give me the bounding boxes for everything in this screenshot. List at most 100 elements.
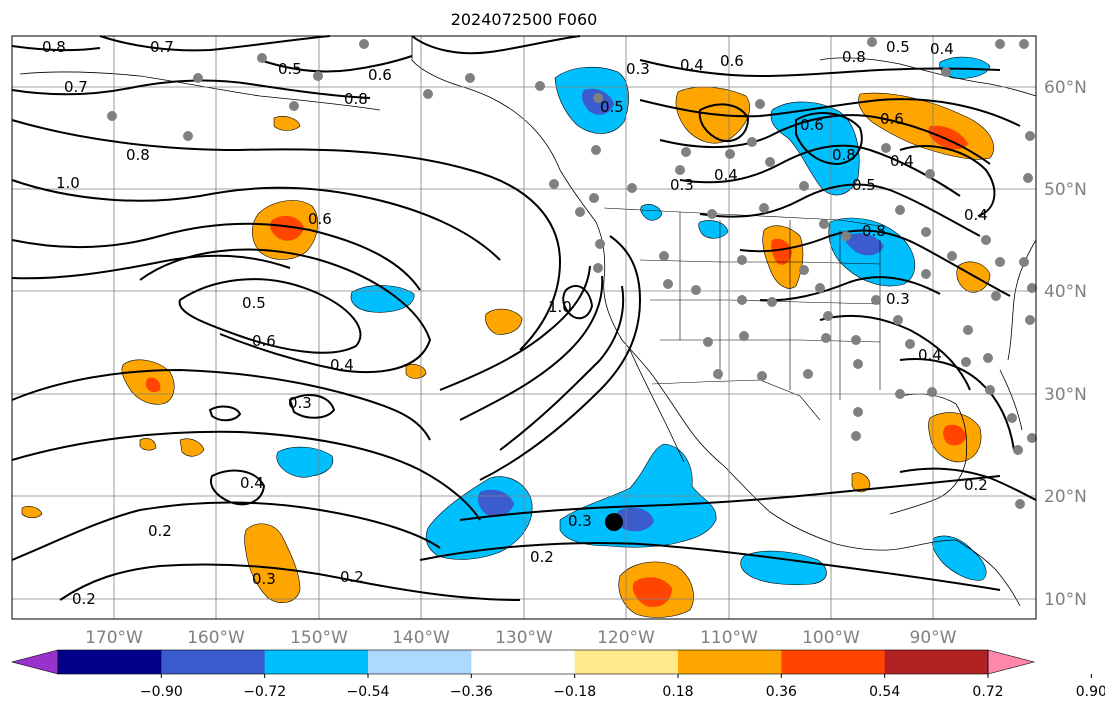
- station-dot: [681, 147, 691, 157]
- contour-17: [562, 285, 594, 320]
- contour-27: [899, 145, 996, 217]
- clabel-2: 0.7: [150, 38, 174, 56]
- coast-florida: [999, 369, 1023, 431]
- clabel-12: 0.4: [330, 356, 354, 374]
- station-dot: [851, 335, 861, 345]
- clabel-4: 0.6: [368, 66, 392, 84]
- contour-labels: 0.8 0.7 0.5 0.6 0.7 0.8 1.0 0.8 0.6 0.5 …: [42, 38, 988, 608]
- contour-5: [178, 278, 362, 354]
- shading-layer: [21, 56, 995, 618]
- shade-warm-small-5: [21, 506, 43, 519]
- shade-warm-small-4: [139, 438, 157, 451]
- colorbar-outline: [57, 649, 989, 675]
- station-dot: [921, 227, 931, 237]
- station-dot: [841, 231, 851, 241]
- colorbar-segment: [884, 650, 989, 674]
- station-dot: [313, 71, 323, 81]
- contour-13: [479, 235, 642, 481]
- contour-35: [11, 79, 371, 99]
- coast-west-na: [559, 169, 725, 467]
- lat-label-40: 40°N: [1044, 282, 1087, 302]
- lat-label-50: 50°N: [1044, 180, 1087, 200]
- station-dot: [659, 251, 669, 261]
- contour-38: [208, 405, 242, 422]
- station-dot: [589, 193, 599, 203]
- clabel-29: 0.6: [800, 116, 824, 134]
- colorbar: −0.90 −0.72 −0.54 −0.36 −0.18 0.18 0.36 0.54 0.7…: [10, 649, 1105, 700]
- colorbar-segment: [781, 650, 886, 674]
- station-dot: [995, 39, 1005, 49]
- coast-hudson: [819, 57, 1037, 97]
- station-dot: [703, 337, 713, 347]
- shade-warm-subtropic-1-core: [146, 377, 161, 393]
- colorbar-tick-label: 0.72: [972, 684, 1003, 700]
- station-dot: [853, 407, 863, 417]
- station-dot: [535, 81, 545, 91]
- station-dot: [895, 389, 905, 399]
- coastlines: [19, 36, 1037, 607]
- station-dot: [183, 131, 193, 141]
- lon-label-100: 100°W: [802, 628, 860, 648]
- contour-25: [698, 103, 750, 142]
- lon-axis: 170°W 160°W 150°W 140°W 130°W 120°W 110°…: [85, 628, 957, 648]
- contour-22: [699, 183, 981, 237]
- contour-33: [99, 35, 331, 52]
- lon-label-140: 140°W: [392, 628, 450, 648]
- colorbar-tick-label: −0.36: [450, 684, 493, 700]
- contour-36: [259, 55, 413, 73]
- station-dot: [675, 165, 685, 175]
- station-dot: [725, 149, 735, 159]
- station-dot: [991, 291, 1001, 301]
- station-dot: [921, 269, 931, 279]
- clabel-35: 0.8: [862, 222, 886, 240]
- clabel-26: 0.5: [886, 38, 910, 56]
- clabel-10: 0.5: [242, 294, 266, 312]
- station-dot: [871, 295, 881, 305]
- shade-warm-south-pac: [244, 523, 301, 603]
- station-dot: [465, 73, 475, 83]
- forecast-position-marker: [605, 513, 623, 531]
- station-dot: [995, 257, 1005, 267]
- clabel-13: 0.3: [288, 394, 312, 412]
- station-dot: [595, 239, 605, 249]
- colorbar-segment: [471, 650, 576, 674]
- station-dot: [1025, 131, 1035, 141]
- station-dot: [713, 369, 723, 379]
- contour-31: [210, 469, 266, 506]
- station-dot: [759, 203, 769, 213]
- station-dot: [881, 143, 891, 153]
- clabel-30: 0.8: [832, 146, 856, 164]
- contour-7: [11, 368, 431, 441]
- shade-cool-pacific-1: [350, 285, 415, 313]
- clabel-32: 0.5: [852, 176, 876, 194]
- clabel-22: 0.3: [670, 176, 694, 194]
- colorbar-segment: [161, 650, 266, 674]
- contour-18: [639, 59, 1001, 78]
- station-dot: [1023, 173, 1033, 183]
- station-dot: [359, 39, 369, 49]
- contour-11: [419, 541, 1001, 591]
- station-dot: [1019, 257, 1029, 267]
- lon-label-130: 130°W: [495, 628, 553, 648]
- contour-34: [11, 45, 101, 52]
- clabel-6: 0.8: [344, 90, 368, 108]
- shade-warm-plains-core: [771, 238, 792, 265]
- colorbar-segment: [264, 650, 369, 674]
- colorbar-segment: [678, 650, 782, 674]
- station-dot: [739, 331, 749, 341]
- clabel-14: 0.4: [240, 474, 264, 492]
- clabel-37: 0.4: [918, 346, 942, 364]
- shade-cool-east-pacific-core: [478, 489, 514, 517]
- station-dot: [941, 67, 951, 77]
- border-us-canada: [603, 207, 881, 227]
- clabel-33: 0.4: [890, 152, 914, 170]
- station-dot: [591, 145, 601, 155]
- station-dot: [593, 93, 603, 103]
- station-dot: [925, 169, 935, 179]
- colorbar-segment: [58, 650, 162, 674]
- clabel-40: 1.0: [548, 298, 572, 316]
- map-frame: [11, 35, 1037, 620]
- station-dot: [961, 357, 971, 367]
- colorbar-tick-label: −0.54: [347, 684, 390, 700]
